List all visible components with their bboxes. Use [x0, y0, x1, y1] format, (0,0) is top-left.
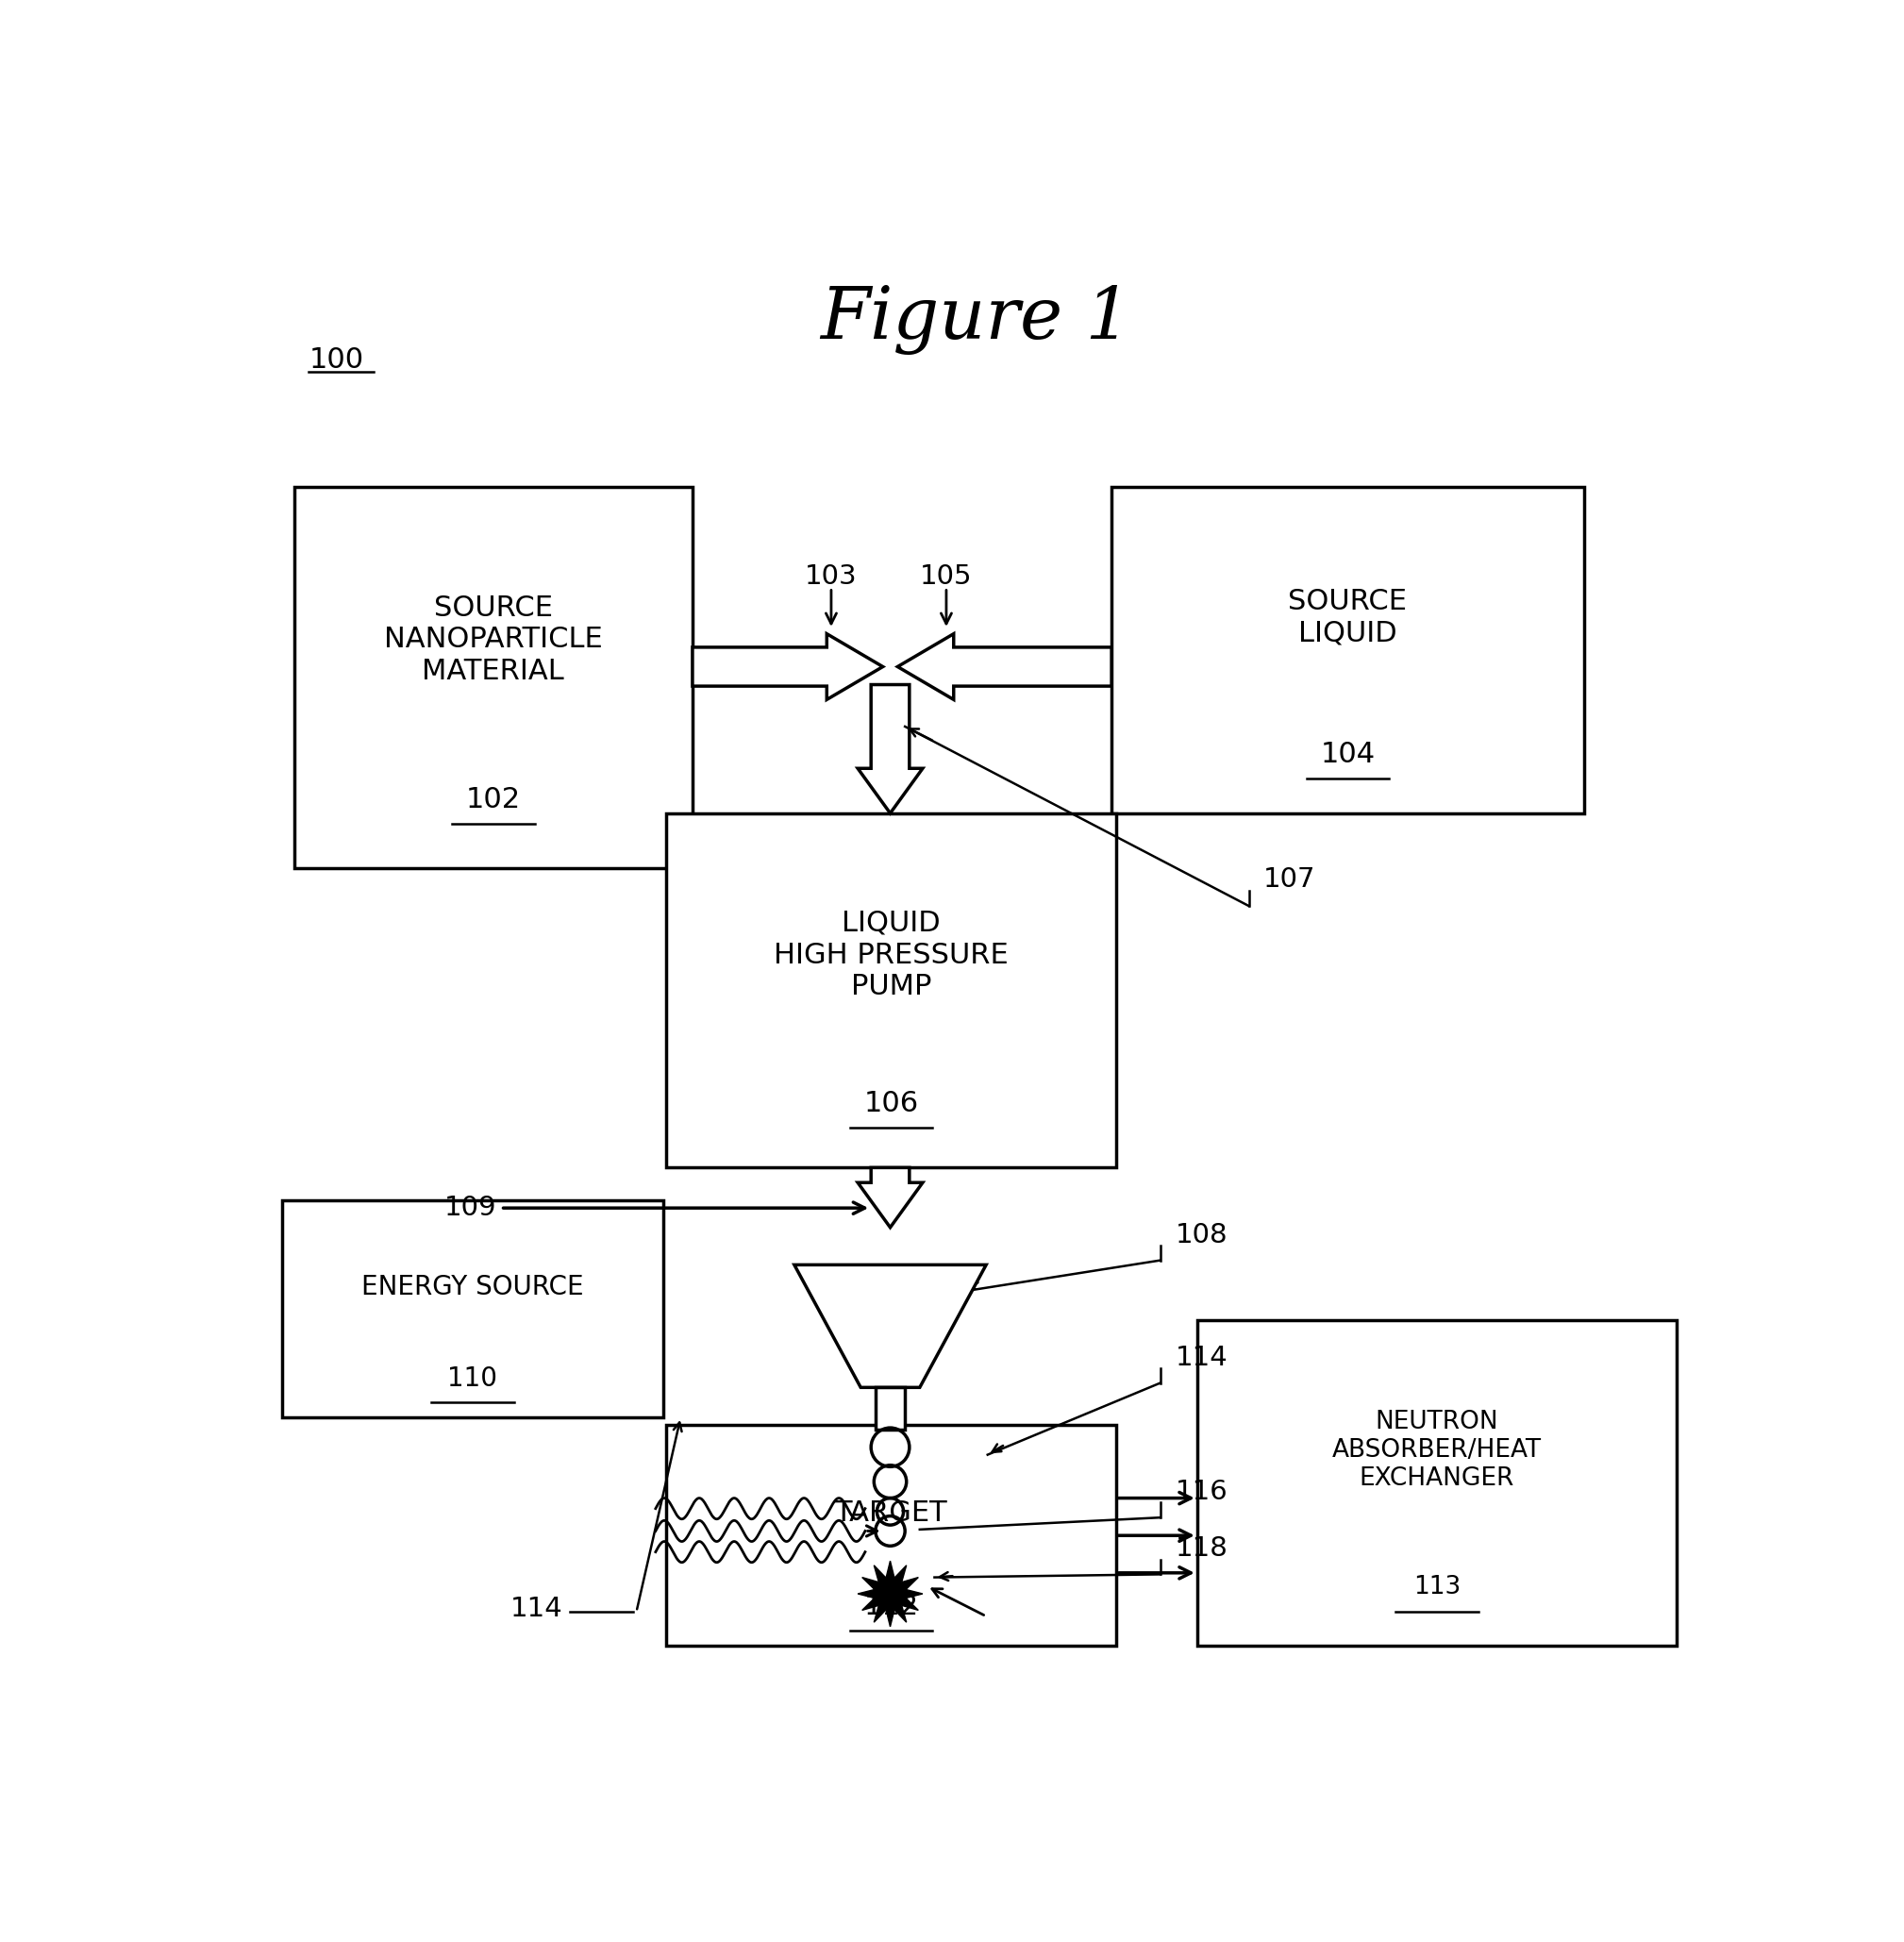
- Text: 116: 116: [1175, 1480, 1228, 1505]
- Bar: [666, 1425, 1116, 1647]
- Bar: [282, 1200, 663, 1418]
- Polygon shape: [857, 686, 923, 814]
- Text: 103: 103: [805, 563, 857, 590]
- Bar: [1112, 487, 1584, 814]
- Text: 108: 108: [1175, 1222, 1228, 1249]
- Polygon shape: [857, 1167, 923, 1227]
- Polygon shape: [857, 1561, 923, 1627]
- Text: 112: 112: [864, 1592, 918, 1620]
- Text: 113: 113: [1413, 1575, 1460, 1600]
- Text: SOURCE
LIQUID: SOURCE LIQUID: [1289, 588, 1407, 647]
- Text: NEUTRON
ABSORBER/HEAT
EXCHANGER: NEUTRON ABSORBER/HEAT EXCHANGER: [1333, 1410, 1542, 1491]
- Text: ENERGY SOURCE: ENERGY SOURCE: [362, 1274, 585, 1301]
- Text: 114: 114: [1175, 1344, 1228, 1371]
- Bar: [666, 814, 1116, 1167]
- Text: 106: 106: [864, 1089, 918, 1117]
- Polygon shape: [794, 1264, 986, 1387]
- Text: Figure 1: Figure 1: [821, 285, 1131, 355]
- Text: 107: 107: [1264, 866, 1316, 891]
- Text: 100: 100: [308, 346, 364, 373]
- Text: SOURCE
NANOPARTICLE
MATERIAL: SOURCE NANOPARTICLE MATERIAL: [385, 594, 602, 686]
- Text: 110: 110: [447, 1365, 497, 1392]
- Bar: [293, 487, 693, 868]
- Polygon shape: [693, 633, 883, 699]
- Text: 114: 114: [510, 1596, 564, 1622]
- Polygon shape: [876, 1387, 904, 1429]
- Text: 102: 102: [466, 787, 520, 814]
- Text: 104: 104: [1319, 740, 1375, 769]
- Text: TARGET: TARGET: [834, 1499, 948, 1526]
- Text: 105: 105: [920, 563, 973, 590]
- Polygon shape: [897, 633, 1112, 699]
- Bar: [1198, 1321, 1677, 1647]
- Text: 118: 118: [1175, 1536, 1228, 1561]
- Text: 109: 109: [444, 1194, 497, 1222]
- Text: LIQUID
HIGH PRESSURE
PUMP: LIQUID HIGH PRESSURE PUMP: [773, 909, 1009, 1000]
